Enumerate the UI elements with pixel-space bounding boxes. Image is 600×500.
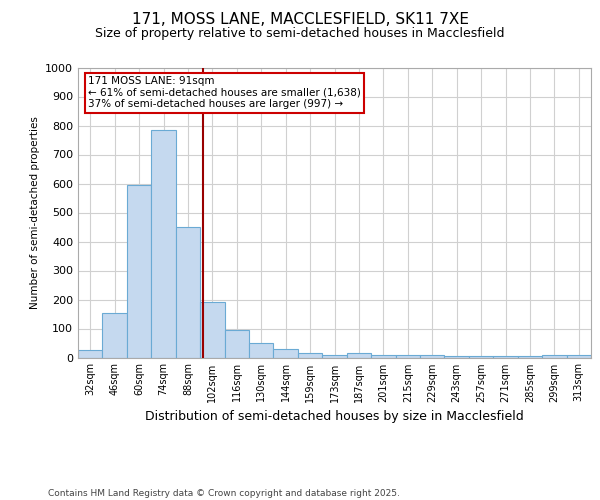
- Bar: [298, 353, 322, 358]
- Y-axis label: Number of semi-detached properties: Number of semi-detached properties: [29, 116, 40, 309]
- Bar: [542, 354, 566, 358]
- Bar: [127, 185, 151, 358]
- Bar: [566, 354, 591, 358]
- Text: Size of property relative to semi-detached houses in Macclesfield: Size of property relative to semi-detach…: [95, 28, 505, 40]
- Bar: [176, 227, 200, 358]
- Bar: [200, 302, 224, 358]
- Bar: [395, 354, 420, 358]
- Bar: [493, 356, 518, 358]
- Bar: [371, 354, 395, 358]
- Bar: [322, 354, 347, 358]
- Bar: [151, 130, 176, 358]
- Bar: [274, 349, 298, 358]
- Bar: [518, 356, 542, 358]
- Text: 171 MOSS LANE: 91sqm
← 61% of semi-detached houses are smaller (1,638)
37% of se: 171 MOSS LANE: 91sqm ← 61% of semi-detac…: [88, 76, 361, 110]
- Bar: [469, 356, 493, 358]
- Text: 171, MOSS LANE, MACCLESFIELD, SK11 7XE: 171, MOSS LANE, MACCLESFIELD, SK11 7XE: [131, 12, 469, 28]
- X-axis label: Distribution of semi-detached houses by size in Macclesfield: Distribution of semi-detached houses by …: [145, 410, 524, 423]
- Bar: [249, 343, 274, 357]
- Bar: [445, 356, 469, 358]
- Bar: [420, 354, 445, 358]
- Text: Contains HM Land Registry data © Crown copyright and database right 2025.: Contains HM Land Registry data © Crown c…: [48, 488, 400, 498]
- Bar: [347, 353, 371, 358]
- Bar: [103, 312, 127, 358]
- Bar: [78, 350, 103, 358]
- Bar: [224, 330, 249, 357]
